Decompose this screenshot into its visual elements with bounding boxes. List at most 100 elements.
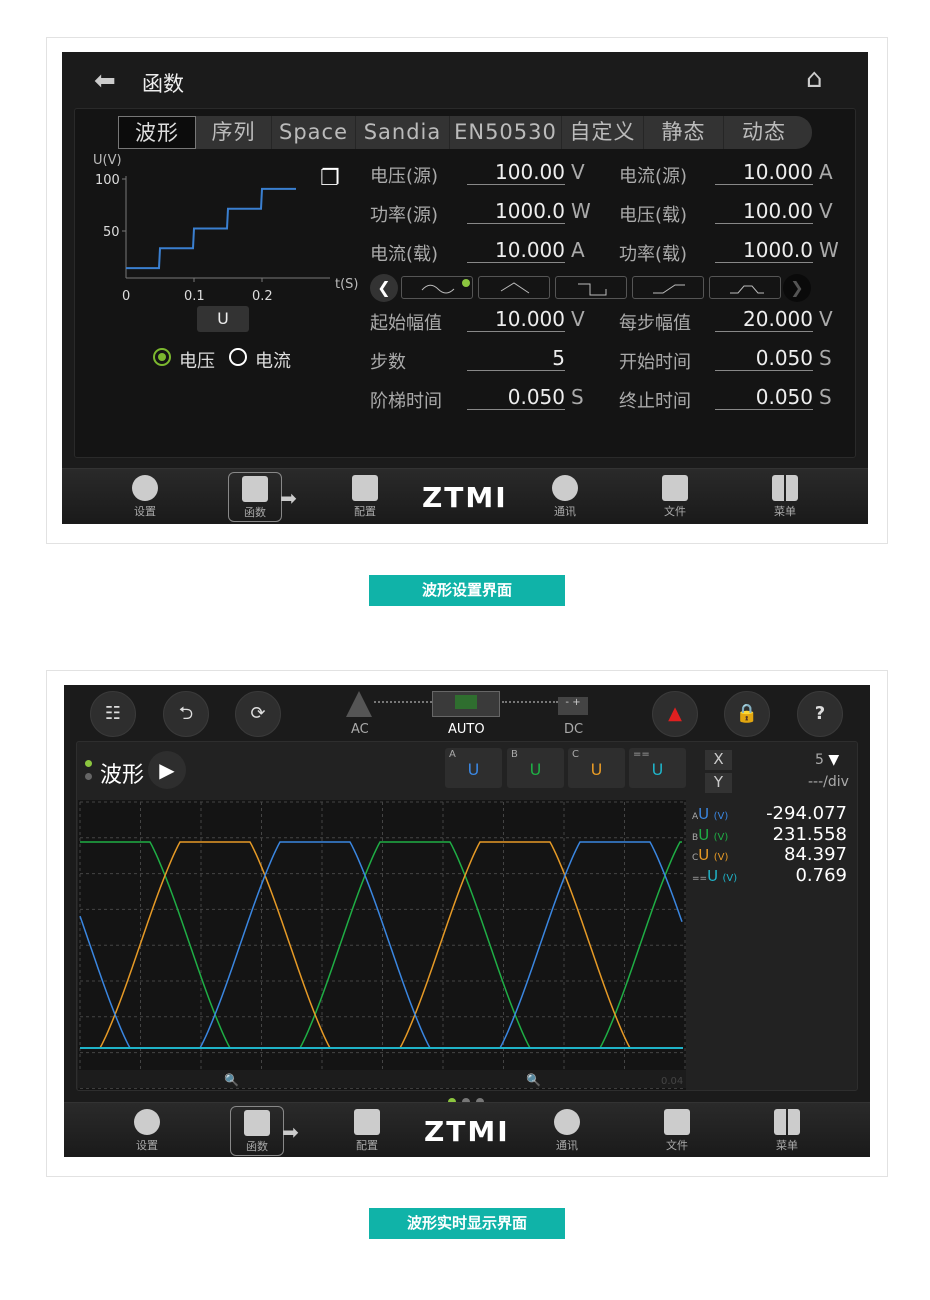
field-input[interactable]: 100.00: [715, 199, 813, 224]
mode-auto[interactable]: AUTO: [448, 722, 485, 737]
toolbar-function[interactable]: 函数: [228, 472, 282, 522]
toolbar-config[interactable]: 配置: [340, 475, 390, 519]
scope-title: 波形: [100, 763, 145, 788]
waveform-next-button[interactable]: ❯: [783, 274, 811, 302]
field-input[interactable]: 0.050: [715, 385, 813, 410]
tab-dynamic[interactable]: 动态: [742, 120, 786, 144]
radio-voltage[interactable]: [153, 348, 171, 366]
toolbar-comm[interactable]: 通讯: [540, 475, 590, 519]
field-input[interactable]: 10.000: [715, 160, 813, 185]
zoom-in-icon[interactable]: 🔍: [526, 1072, 541, 1087]
network-icon[interactable]: ☷: [90, 691, 136, 737]
field-input[interactable]: 1000.0: [467, 199, 565, 224]
page-title: 函数: [142, 72, 184, 96]
waveform-triangle-button[interactable]: [478, 276, 550, 299]
gear-icon: [134, 1109, 160, 1135]
toolbar-label: 函数: [246, 1140, 268, 1153]
sync-icon[interactable]: ⟳: [235, 691, 281, 737]
scale-select[interactable]: 5 ▼: [815, 752, 839, 768]
step-line: [126, 187, 296, 270]
toolbar-config[interactable]: 配置: [342, 1109, 392, 1153]
tab-bar: 波形 序列 Space Sandia EN50530 自定义 静态 动态: [118, 116, 812, 149]
y-button[interactable]: Y: [705, 773, 732, 793]
channel-label: U: [529, 760, 542, 779]
mode-ac[interactable]: AC: [351, 722, 369, 737]
field-input[interactable]: 1000.0: [715, 238, 813, 263]
waveform-square-button[interactable]: [555, 276, 627, 299]
field-label: 开始时间: [619, 352, 691, 373]
field-input[interactable]: 0.050: [467, 385, 565, 410]
toolbar-label: 菜单: [776, 1139, 798, 1152]
field-input[interactable]: 0.050: [715, 346, 813, 371]
field-input[interactable]: 10.000: [467, 307, 565, 332]
waveform-prev-button[interactable]: ❮: [370, 274, 398, 302]
play-button[interactable]: ▶: [148, 751, 186, 789]
toolbar-label: 菜单: [774, 505, 796, 518]
dropdown-icon: ▼: [828, 752, 840, 768]
caption-waveform-settings: 波形设置界面: [369, 575, 565, 606]
tab-waveform[interactable]: 波形: [118, 116, 196, 149]
x-button[interactable]: X: [705, 750, 732, 770]
zoom-out-icon[interactable]: 🔍: [224, 1072, 239, 1087]
field-label: 功率(载): [619, 244, 688, 265]
mode-dc[interactable]: DC: [564, 722, 584, 737]
file-list-icon: [662, 475, 688, 501]
tower-icon: [346, 691, 372, 717]
bookmark-icon[interactable]: ❐: [320, 166, 340, 191]
tab-space[interactable]: Space: [272, 116, 356, 149]
bottom-toolbar-2: 设置 函数 ➡ 配置 ZTMI 通讯 文件 菜单: [64, 1102, 870, 1157]
radio-voltage-label: 电压: [179, 351, 215, 372]
toolbar-settings[interactable]: 设置: [120, 475, 170, 519]
reading-tag: C: [692, 853, 699, 863]
alarm-icon[interactable]: ▲: [652, 691, 698, 737]
toolbar-file[interactable]: 文件: [650, 475, 700, 519]
field-label: 每步幅值: [619, 313, 691, 334]
radio-current[interactable]: [229, 348, 247, 366]
home-icon[interactable]: ⌂: [806, 64, 823, 94]
back-icon[interactable]: ⬅: [94, 66, 116, 96]
field-label: 电流(载): [370, 244, 439, 265]
tab-sequence[interactable]: 序列: [196, 116, 272, 149]
field-input[interactable]: 10.000: [467, 238, 565, 263]
tab-en50530[interactable]: EN50530: [450, 116, 562, 149]
channel-button-3[interactable]: == U: [629, 748, 686, 788]
waveform-ramp-button[interactable]: [632, 276, 704, 299]
usb-icon[interactable]: ⮌: [163, 691, 209, 737]
tab-custom[interactable]: 自定义: [562, 116, 644, 149]
toolbar-label: 配置: [354, 505, 376, 518]
field-unit: W: [819, 238, 839, 262]
toolbar-comm[interactable]: 通讯: [542, 1109, 592, 1153]
toolbar-file[interactable]: 文件: [652, 1109, 702, 1153]
reading-row: ==U (V) 0.769: [692, 865, 852, 888]
toolbar-function[interactable]: 函数: [230, 1106, 284, 1156]
toolbar-settings[interactable]: 设置: [122, 1109, 172, 1153]
toolbar-menu[interactable]: 菜单: [760, 475, 810, 519]
field-unit: V: [819, 307, 833, 331]
channel-label: U: [590, 760, 603, 779]
status-dot-inactive: [85, 773, 92, 780]
toolbar-menu[interactable]: 菜单: [762, 1109, 812, 1153]
field-input[interactable]: 100.00: [467, 160, 565, 185]
help-icon[interactable]: ?: [797, 691, 843, 737]
tab-sandia[interactable]: Sandia: [356, 116, 450, 149]
reading-tag: A: [692, 812, 699, 822]
reading-tag: ==: [692, 873, 708, 884]
per-div: ---/div: [808, 774, 849, 790]
waveform-trapezoid-button[interactable]: [709, 276, 781, 299]
antenna-icon: [554, 1109, 580, 1135]
waveform-sine-button[interactable]: [401, 276, 473, 299]
field-input[interactable]: 20.000: [715, 307, 813, 332]
time-label: 0.04: [661, 1076, 683, 1087]
y-axis-label: U(V): [93, 153, 122, 168]
lock-icon[interactable]: 🔒: [724, 691, 770, 737]
u-button[interactable]: U: [197, 306, 249, 332]
field-input[interactable]: 5: [467, 346, 565, 371]
reading-value: 231.558: [772, 823, 847, 845]
field-label: 电压(源): [370, 166, 439, 187]
tab-static[interactable]: 静态: [644, 116, 724, 149]
sine-icon: [421, 284, 455, 294]
field-label: 电流(源): [619, 166, 688, 187]
